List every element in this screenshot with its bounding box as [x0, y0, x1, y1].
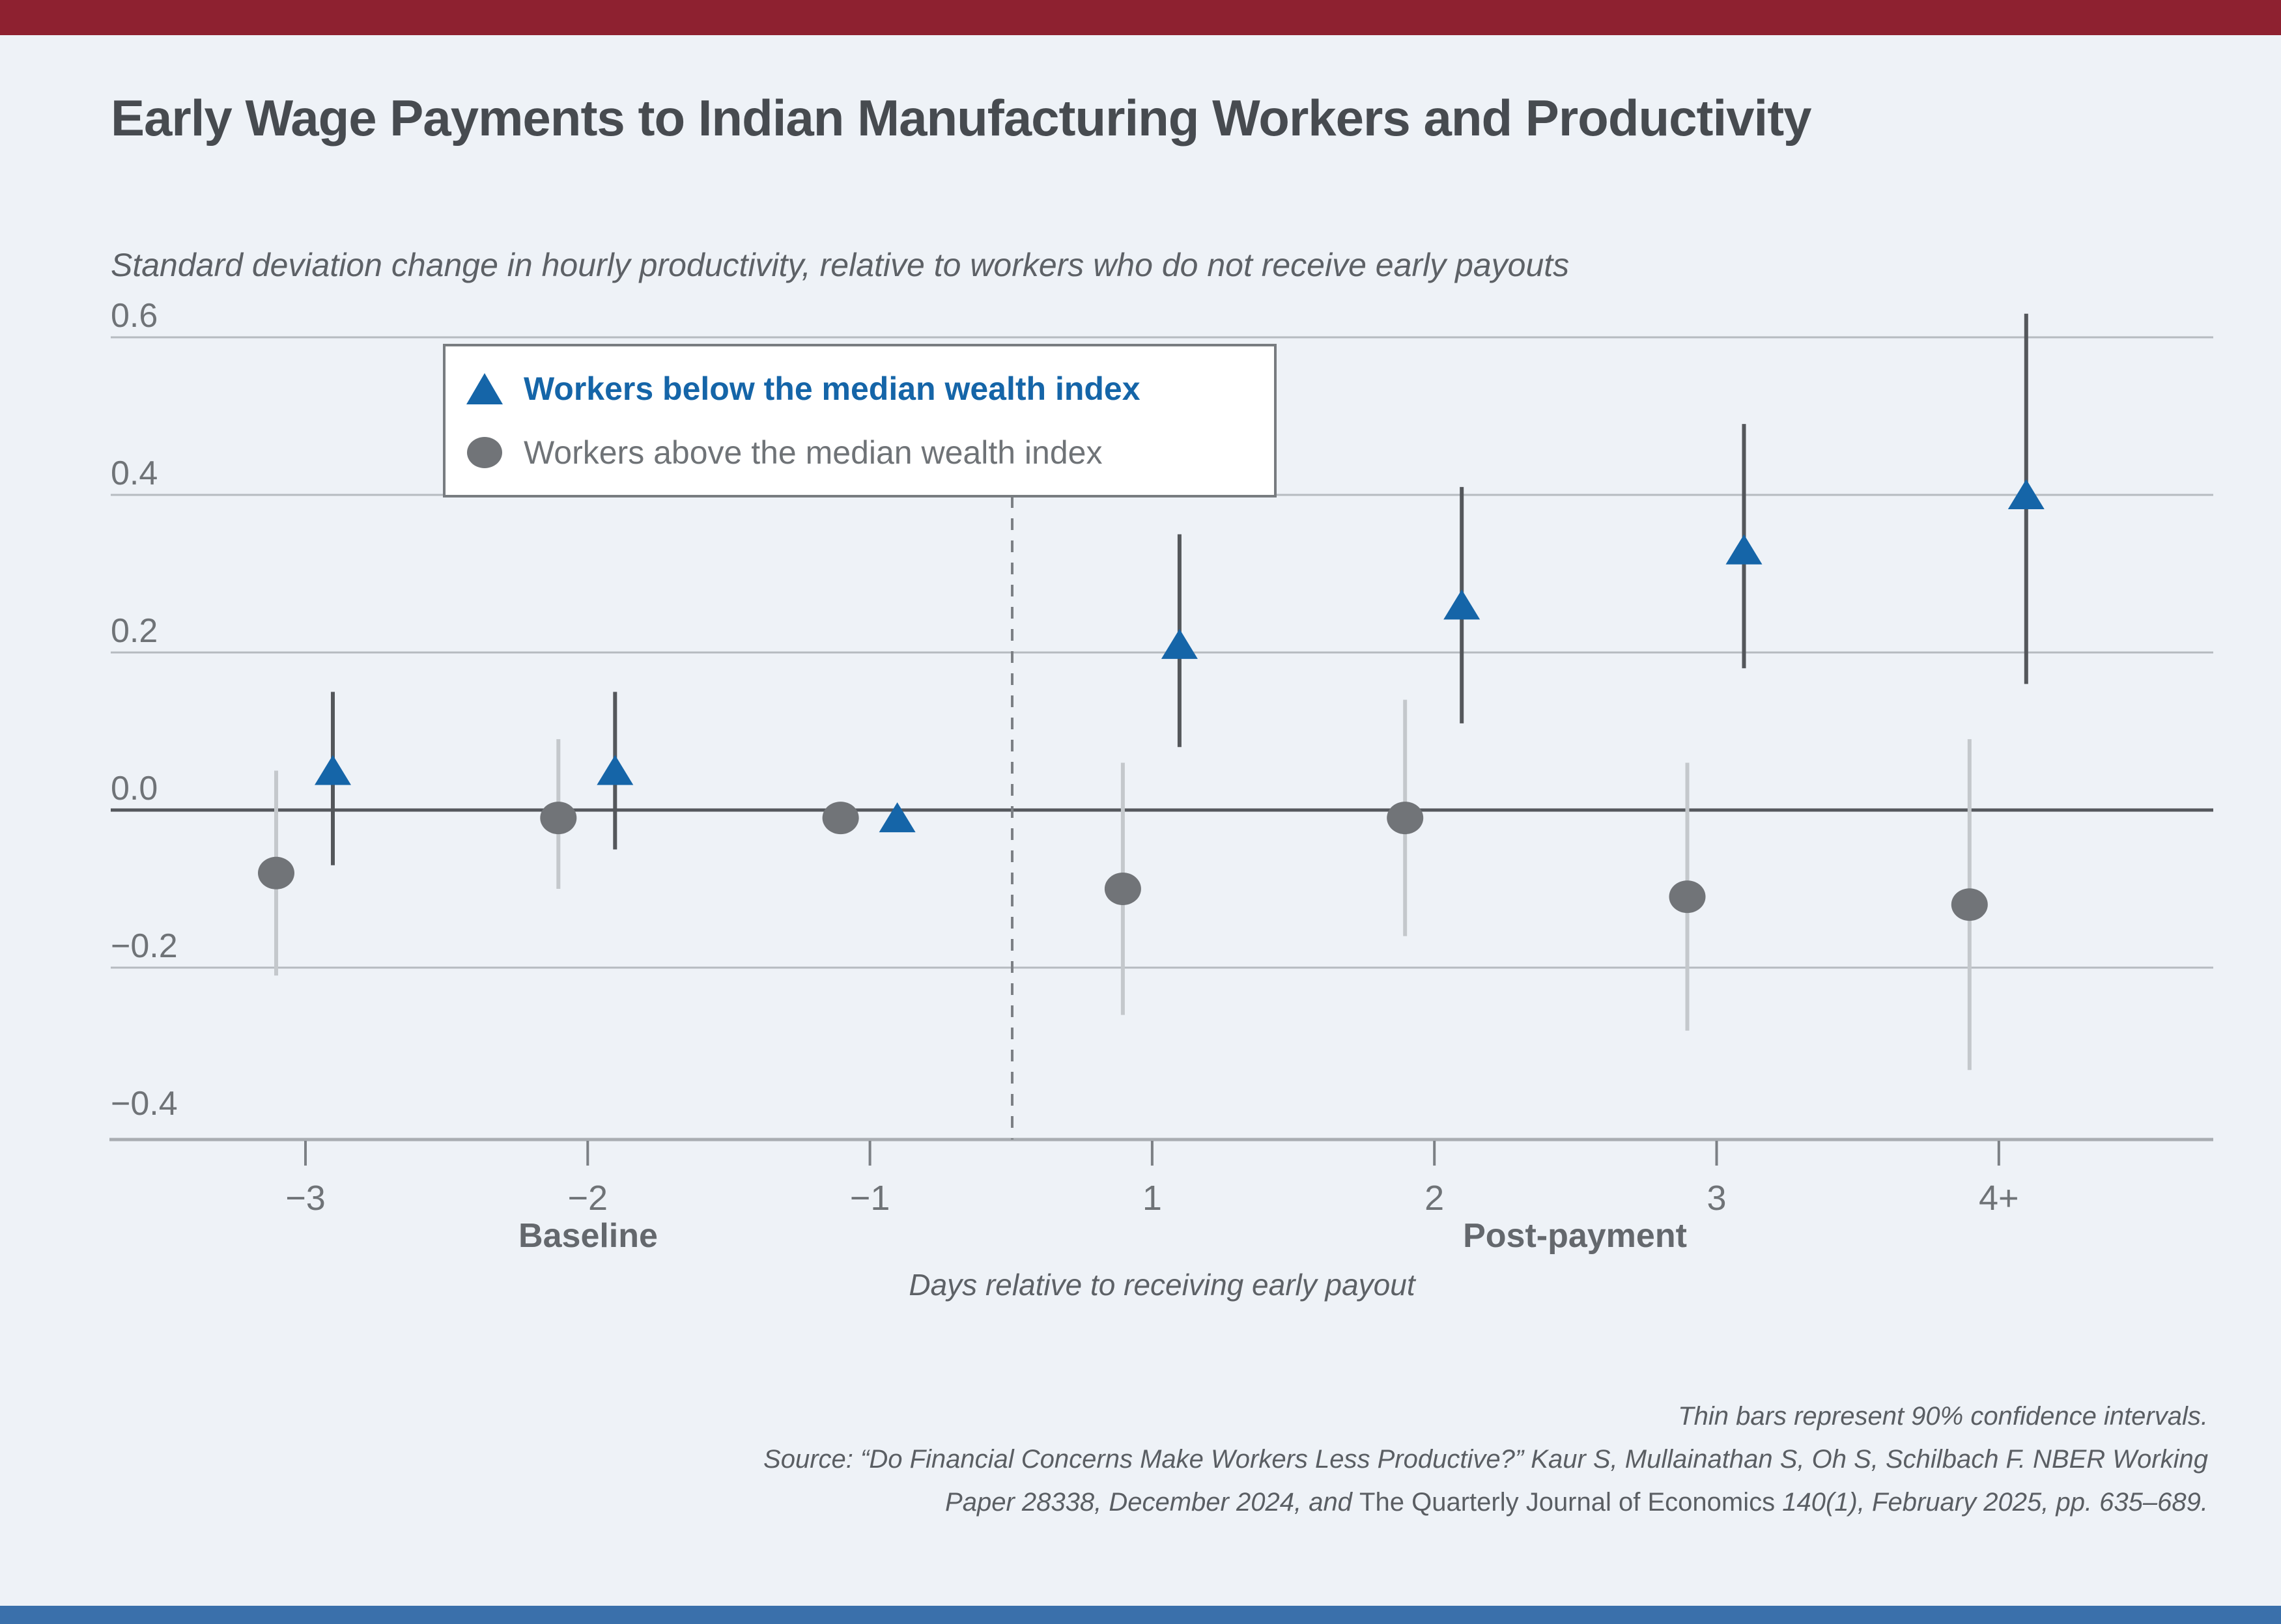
legend-row-below-median: Workers below the median wealth index — [446, 366, 1274, 412]
y-tick-label: 0.0 — [111, 770, 158, 807]
data-point-circle — [1951, 888, 1988, 921]
journal-name: The Quarterly Journal of Economics — [1359, 1488, 1776, 1517]
y-tick-label: 0.2 — [111, 612, 158, 650]
data-point-circle — [822, 802, 859, 835]
top-accent-bar — [0, 0, 2281, 35]
page-title: Early Wage Payments to Indian Manufactur… — [111, 89, 1812, 147]
data-point-circle — [258, 856, 294, 889]
circle-icon — [446, 437, 524, 468]
y-tick-label: −0.2 — [111, 927, 178, 965]
source-line-1: Source: “Do Financial Concerns Make Work… — [763, 1445, 2208, 1474]
data-point-circle — [1669, 880, 1706, 914]
x-tick-label: −1 — [850, 1179, 890, 1218]
footer-note: Thin bars represent 90% confidence inter… — [98, 1395, 2208, 1524]
data-point-circle — [540, 802, 577, 835]
x-tick-label: 3 — [1707, 1179, 1726, 1218]
data-point-triangle — [1161, 628, 1198, 659]
baseline-group-label: Baseline — [518, 1217, 658, 1255]
data-point-triangle — [1725, 534, 1763, 565]
chart-legend: Workers below the median wealth index Wo… — [443, 344, 1277, 497]
data-point-triangle — [315, 755, 351, 785]
x-axis-title: Days relative to receiving early payout — [909, 1268, 1415, 1302]
data-point-triangle — [597, 755, 634, 785]
x-tick-label: −3 — [285, 1179, 326, 1218]
y-tick-label: 0.4 — [111, 455, 158, 492]
x-tick-label: 4+ — [1979, 1179, 2019, 1218]
legend-row-above-median: Workers above the median wealth index — [446, 430, 1274, 475]
data-point-circle — [1387, 802, 1424, 835]
data-point-triangle — [879, 802, 916, 833]
bottom-accent-bar — [0, 1606, 2281, 1624]
data-point-circle — [1104, 873, 1141, 905]
x-tick-label: −2 — [568, 1179, 608, 1218]
x-tick-label: 1 — [1142, 1179, 1162, 1218]
confidence-note: Thin bars represent 90% confidence inter… — [1678, 1402, 2208, 1431]
data-point-triangle — [2007, 479, 2045, 509]
triangle-icon — [446, 373, 524, 404]
data-point-triangle — [1443, 589, 1481, 620]
legend-label-below: Workers below the median wealth index — [524, 371, 1140, 407]
y-axis-description: Standard deviation change in hourly prod… — [111, 247, 1570, 283]
y-tick-label: 0.6 — [111, 297, 158, 335]
legend-label-above: Workers above the median wealth index — [524, 434, 1103, 471]
post-payment-group-label: Post-payment — [1463, 1217, 1687, 1255]
y-tick-label: −0.4 — [111, 1085, 178, 1123]
x-tick-label: 2 — [1424, 1179, 1444, 1218]
source-line-2: Paper 28338, December 2024, and The Quar… — [945, 1488, 2208, 1517]
